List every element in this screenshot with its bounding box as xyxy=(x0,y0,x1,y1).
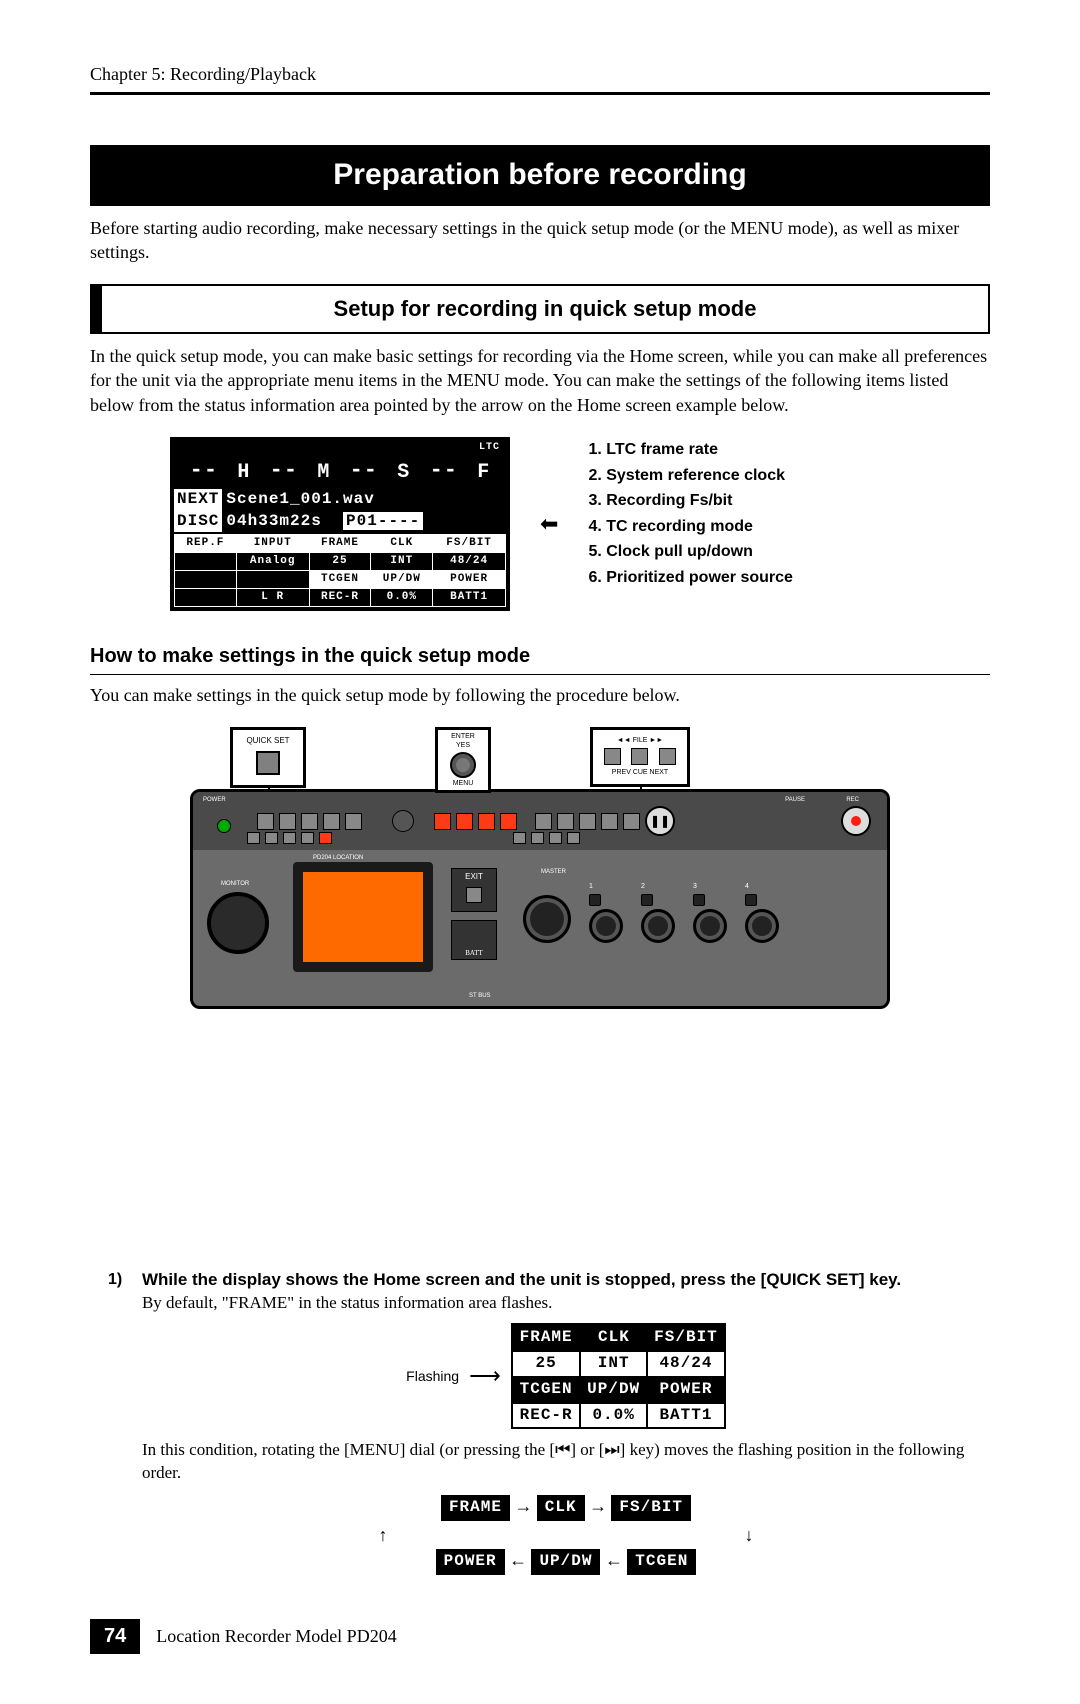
device-lcd-screen xyxy=(293,862,433,972)
top-button xyxy=(623,813,640,830)
top-button xyxy=(279,813,296,830)
device-body: POWER PAUSE REC ❚❚ xyxy=(190,789,890,1009)
flashing-label: Flashing xyxy=(406,1367,459,1386)
ch-knob-icon xyxy=(641,909,675,943)
list-item: 1. LTC frame rate xyxy=(588,437,793,463)
chapter-line: Chapter 5: Recording/Playback xyxy=(90,62,990,95)
small-button xyxy=(567,832,580,844)
top-button xyxy=(535,813,552,830)
arrow-icon: → xyxy=(593,1496,604,1520)
flow-node: UP/DW xyxy=(531,1549,600,1575)
ch-knob-icon xyxy=(693,909,727,943)
arrow-left-icon: ⬅ xyxy=(540,509,558,539)
channel-knobs-row: 1 2 3 4 xyxy=(523,882,877,943)
next-icon: ⏭ xyxy=(604,1440,619,1459)
quickset-callout: QUICK SET xyxy=(230,727,306,788)
step-1: 1) While the display shows the Home scre… xyxy=(90,1269,990,1585)
flow-diagram: FRAME → CLK → FS/BIT ↑↓ POWER ← UP/DW ← … xyxy=(142,1495,990,1574)
top-button-red xyxy=(500,813,517,830)
next-row: NEXTScene1_001.wav xyxy=(174,489,506,511)
top-button xyxy=(257,813,274,830)
quickset-button-icon xyxy=(256,751,280,775)
list-item: 6. Prioritized power source xyxy=(588,565,793,591)
lcd-home-screen: LTC --H --M --S --F NEXTScene1_001.wav D… xyxy=(170,437,510,611)
top-button xyxy=(579,813,596,830)
list-item: 2. System reference clock xyxy=(588,463,793,489)
batt-box: BATT xyxy=(451,920,497,960)
device-illustration: QUICK SET ENTER YES MENU ◄◄ FILE ►► PREV… xyxy=(190,727,890,1247)
small-button-red xyxy=(319,832,332,844)
status-grid: REP.FINPUTFRAMECLKFS/BIT Analog25INT48/2… xyxy=(174,534,506,606)
flow-node: FRAME xyxy=(441,1495,510,1521)
page-footer: 74 Location Recorder Model PD204 xyxy=(90,1619,990,1654)
flashing-table-wrap: Flashing ⟶ FRAMECLKFS/BIT 25INT48/24 TCG… xyxy=(142,1323,990,1429)
small-button xyxy=(247,832,260,844)
step-lead: While the display shows the Home screen … xyxy=(142,1270,901,1289)
top-button xyxy=(301,813,318,830)
prev-icon: ⏮ xyxy=(555,1440,570,1459)
section-body: In the quick setup mode, you can make ba… xyxy=(90,344,990,417)
disc-row: DISC04h33m22s P01---- xyxy=(174,511,506,533)
arrow-up-icon: ↑ xyxy=(378,1523,387,1547)
sub-heading: How to make settings in the quick setup … xyxy=(90,643,990,675)
arrow-down-icon: ↓ xyxy=(744,1523,753,1547)
status-table: FRAMECLKFS/BIT 25INT48/24 TCGENUP/DWPOWE… xyxy=(511,1323,726,1429)
top-button xyxy=(345,813,362,830)
dial-small-icon xyxy=(392,810,414,832)
flow-node: POWER xyxy=(436,1549,505,1575)
flow-node: CLK xyxy=(537,1495,585,1521)
small-button xyxy=(531,832,544,844)
arrow-right-icon: ⟶ xyxy=(469,1361,501,1391)
small-button xyxy=(301,832,314,844)
top-button-red xyxy=(478,813,495,830)
rec-button-icon xyxy=(841,806,871,836)
page-number-badge: 74 xyxy=(90,1619,140,1654)
exit-box: EXIT xyxy=(451,868,497,912)
power-led-icon xyxy=(217,819,231,833)
small-button xyxy=(513,832,526,844)
top-button-red xyxy=(434,813,451,830)
ch-knob-icon xyxy=(589,909,623,943)
master-knob-icon xyxy=(523,895,571,943)
pause-button-icon: ❚❚ xyxy=(645,806,675,836)
small-button xyxy=(549,832,562,844)
menu-dial-callout: ENTER YES MENU xyxy=(435,727,491,793)
lcd-and-list-row: LTC --H --M --S --F NEXTScene1_001.wav D… xyxy=(170,437,990,611)
top-button xyxy=(323,813,340,830)
ch-knob-icon xyxy=(745,909,779,943)
step-number: 1) xyxy=(90,1269,122,1585)
intro-paragraph: Before starting audio recording, make ne… xyxy=(90,216,990,265)
flow-node: FS/BIT xyxy=(611,1495,691,1521)
menu-dial-icon xyxy=(450,752,476,778)
top-button xyxy=(557,813,574,830)
top-button-red xyxy=(456,813,473,830)
small-button xyxy=(265,832,278,844)
top-button xyxy=(601,813,618,830)
arrow-icon: → xyxy=(518,1496,529,1520)
sub-body: You can make settings in the quick setup… xyxy=(90,683,990,707)
ltc-tag: LTC xyxy=(174,441,506,455)
flow-node: TCGEN xyxy=(627,1549,696,1575)
arrow-icon: ← xyxy=(513,1550,524,1574)
timecode-row: --H --M --S --F xyxy=(174,454,506,489)
file-button-icon xyxy=(631,748,648,765)
section-heading: Setup for recording in quick setup mode xyxy=(90,284,990,334)
prev-button-icon xyxy=(604,748,621,765)
list-item: 3. Recording Fs/bit xyxy=(588,488,793,514)
footer-text: Location Recorder Model PD204 xyxy=(156,1624,396,1648)
monitor-dial-icon xyxy=(207,892,269,954)
file-nav-callout: ◄◄ FILE ►► PREV CUE NEXT xyxy=(590,727,690,787)
arrow-icon: ← xyxy=(608,1550,619,1574)
step-after-text: In this condition, rotating the [MENU] d… xyxy=(142,1439,990,1485)
list-item: 4. TC recording mode xyxy=(588,514,793,540)
next-button-icon xyxy=(659,748,676,765)
list-item: 5. Clock pull up/down xyxy=(588,539,793,565)
small-button xyxy=(283,832,296,844)
settings-list: 1. LTC frame rate 2. System reference cl… xyxy=(588,437,793,591)
step-body-text: By default, "FRAME" in the status inform… xyxy=(142,1293,552,1312)
title-banner: Preparation before recording xyxy=(90,145,990,206)
